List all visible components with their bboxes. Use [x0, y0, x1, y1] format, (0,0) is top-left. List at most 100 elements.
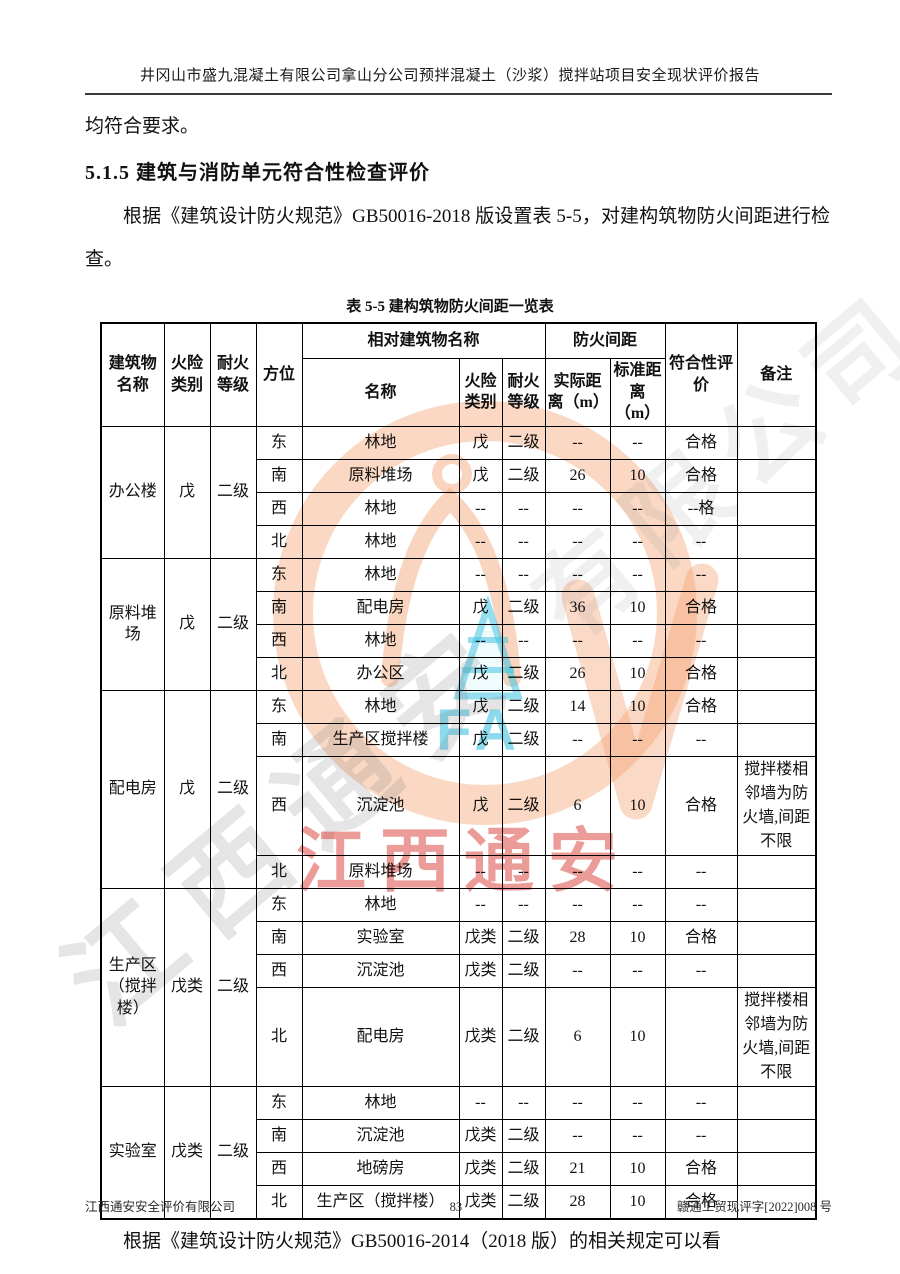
evaluation-cell: --	[664, 557, 738, 592]
direction-cell: 东	[255, 689, 303, 724]
direction-cell: 北	[255, 986, 303, 1087]
standard-distance-cell: --	[609, 623, 666, 658]
building-name-cell: 原料堆场	[100, 557, 165, 691]
relative-fire-rating-cell: 二级	[501, 590, 546, 625]
header-rule	[85, 93, 832, 95]
evaluation-cell: --	[664, 854, 738, 889]
footer-page-number: 83	[449, 1200, 463, 1214]
fire-class-cell: 戊	[163, 425, 211, 559]
relative-building-cell: 生产区搅拌楼	[301, 722, 460, 757]
direction-cell: 北	[255, 854, 303, 889]
relative-building-cell: 生产区（搅拌楼）	[301, 1184, 460, 1220]
relative-fire-rating-cell: --	[501, 557, 546, 592]
remark-cell	[736, 425, 817, 460]
col-building-name: 建筑物名称	[100, 322, 165, 427]
direction-cell: 南	[255, 590, 303, 625]
fire-rating-cell: 二级	[209, 1085, 257, 1220]
relative-building-cell: 原料堆场	[301, 458, 460, 493]
relative-fire-rating-cell: --	[501, 524, 546, 559]
relative-building-cell: 林地	[301, 425, 460, 460]
standard-distance-cell: --	[609, 854, 666, 889]
actual-distance-cell: --	[544, 1118, 611, 1153]
table-row: 西地磅房 戊类 二级 21 10 合格	[101, 1151, 817, 1186]
lead-text: 均符合要求。	[85, 116, 200, 137]
colgroup-fire-distance: 防火间距	[544, 322, 666, 359]
direction-cell: 西	[255, 953, 303, 988]
section-heading: 5.1.5 建筑与消防单元符合性检查评价	[85, 162, 430, 184]
relative-fire-rating-cell: --	[501, 854, 546, 889]
remark-cell	[736, 1184, 817, 1220]
footer-company: 江西通安安全评价有限公司	[85, 1200, 236, 1214]
direction-cell: 北	[255, 1184, 303, 1220]
fire-distance-table: 建筑物名称 火险类别 耐火等级 方位 相对建筑物名称 防火间距 符合性评价 备注…	[100, 322, 818, 1220]
evaluation-cell	[664, 986, 738, 1087]
relative-fire-class-cell: 戊类	[458, 986, 503, 1087]
remark-cell	[736, 1118, 817, 1153]
evaluation-cell: --	[664, 887, 738, 922]
relative-fire-class-cell: --	[458, 854, 503, 889]
building-name-cell: 配电房	[100, 689, 165, 889]
standard-distance-cell: --	[609, 557, 666, 592]
remark-cell: 搅拌楼相邻墙为防火墙,间距不限	[736, 986, 817, 1087]
relative-fire-rating-cell: 二级	[501, 953, 546, 988]
actual-distance-cell: --	[544, 722, 611, 757]
table-row: 实验室 戊类 二级东林地 -- -- -- -- --	[100, 1085, 817, 1220]
remark-cell: 搅拌楼相邻墙为防火墙,间距不限	[736, 755, 817, 856]
table-row: 北配电房 戊类 二级 6 10 搅拌楼相邻墙为防火墙,间距不限	[101, 986, 817, 1087]
actual-distance-cell: 6	[544, 986, 611, 1087]
actual-distance-cell: 21	[544, 1151, 611, 1186]
actual-distance-cell: --	[544, 491, 611, 526]
relative-fire-rating-cell: 二级	[501, 689, 546, 724]
relative-fire-class-cell: 戊	[458, 689, 503, 724]
col-rel-name: 名称	[301, 358, 460, 427]
relative-building-cell: 林地	[301, 887, 460, 922]
relative-fire-rating-cell: 二级	[501, 1184, 546, 1220]
fire-class-cell: 戊	[163, 557, 211, 691]
relative-fire-class-cell: --	[458, 1085, 503, 1120]
relative-fire-rating-cell: --	[501, 1085, 546, 1120]
table-row: 南实验室 戊类 二级 28 10 合格	[101, 920, 817, 955]
relative-fire-class-cell: 戊	[458, 425, 503, 460]
fire-class-cell: 戊	[163, 689, 211, 889]
actual-distance-cell: 28	[544, 920, 611, 955]
remark-cell	[736, 557, 817, 592]
remark-cell	[736, 854, 817, 889]
relative-building-cell: 林地	[301, 524, 460, 559]
standard-distance-cell: --	[609, 524, 666, 559]
body-paragraph: 根据《建筑设计防火规范》GB50016-2018 版设置表 5-5，对建构筑物防…	[85, 206, 830, 270]
evaluation-cell: 合格	[664, 689, 738, 724]
remark-cell	[736, 887, 817, 922]
running-header: 井冈山市盛九混凝土有限公司拿山分公司预拌混凝土（沙浆）搅拌站项目安全现状评价报告	[139, 68, 760, 84]
direction-cell: 西	[255, 623, 303, 658]
col-fire-rating: 耐火等级	[209, 322, 257, 427]
relative-fire-class-cell: 戊类	[458, 1184, 503, 1220]
relative-building-cell: 配电房	[301, 590, 460, 625]
relative-fire-rating-cell: 二级	[501, 986, 546, 1087]
relative-fire-rating-cell: --	[501, 887, 546, 922]
direction-cell: 南	[255, 722, 303, 757]
relative-fire-rating-cell: --	[501, 623, 546, 658]
building-name-cell: 生产区（搅拌楼）	[100, 887, 165, 1087]
relative-fire-class-cell: --	[458, 557, 503, 592]
evaluation-cell: --	[664, 722, 738, 757]
evaluation-cell: --	[664, 1118, 738, 1153]
relative-building-cell: 林地	[301, 557, 460, 592]
remark-cell	[736, 590, 817, 625]
actual-distance-cell: 36	[544, 590, 611, 625]
actual-distance-cell: --	[544, 953, 611, 988]
standard-distance-cell: 10	[609, 458, 666, 493]
evaluation-cell: 合格	[664, 920, 738, 955]
remark-cell	[736, 953, 817, 988]
relative-building-cell: 原料堆场	[301, 854, 460, 889]
evaluation-cell: --	[664, 524, 738, 559]
fire-class-cell: 戊类	[163, 887, 211, 1087]
actual-distance-cell: --	[544, 887, 611, 922]
evaluation-cell: 合格	[664, 1184, 738, 1220]
col-actual-distance: 实际距离（m）	[544, 358, 611, 427]
relative-fire-rating-cell: 二级	[501, 656, 546, 691]
table-caption: 表 5-5 建构筑物防火间距一览表	[346, 299, 554, 315]
relative-building-cell: 沉淀池	[301, 755, 460, 856]
standard-distance-cell: 10	[609, 656, 666, 691]
relative-fire-class-cell: 戊	[458, 722, 503, 757]
